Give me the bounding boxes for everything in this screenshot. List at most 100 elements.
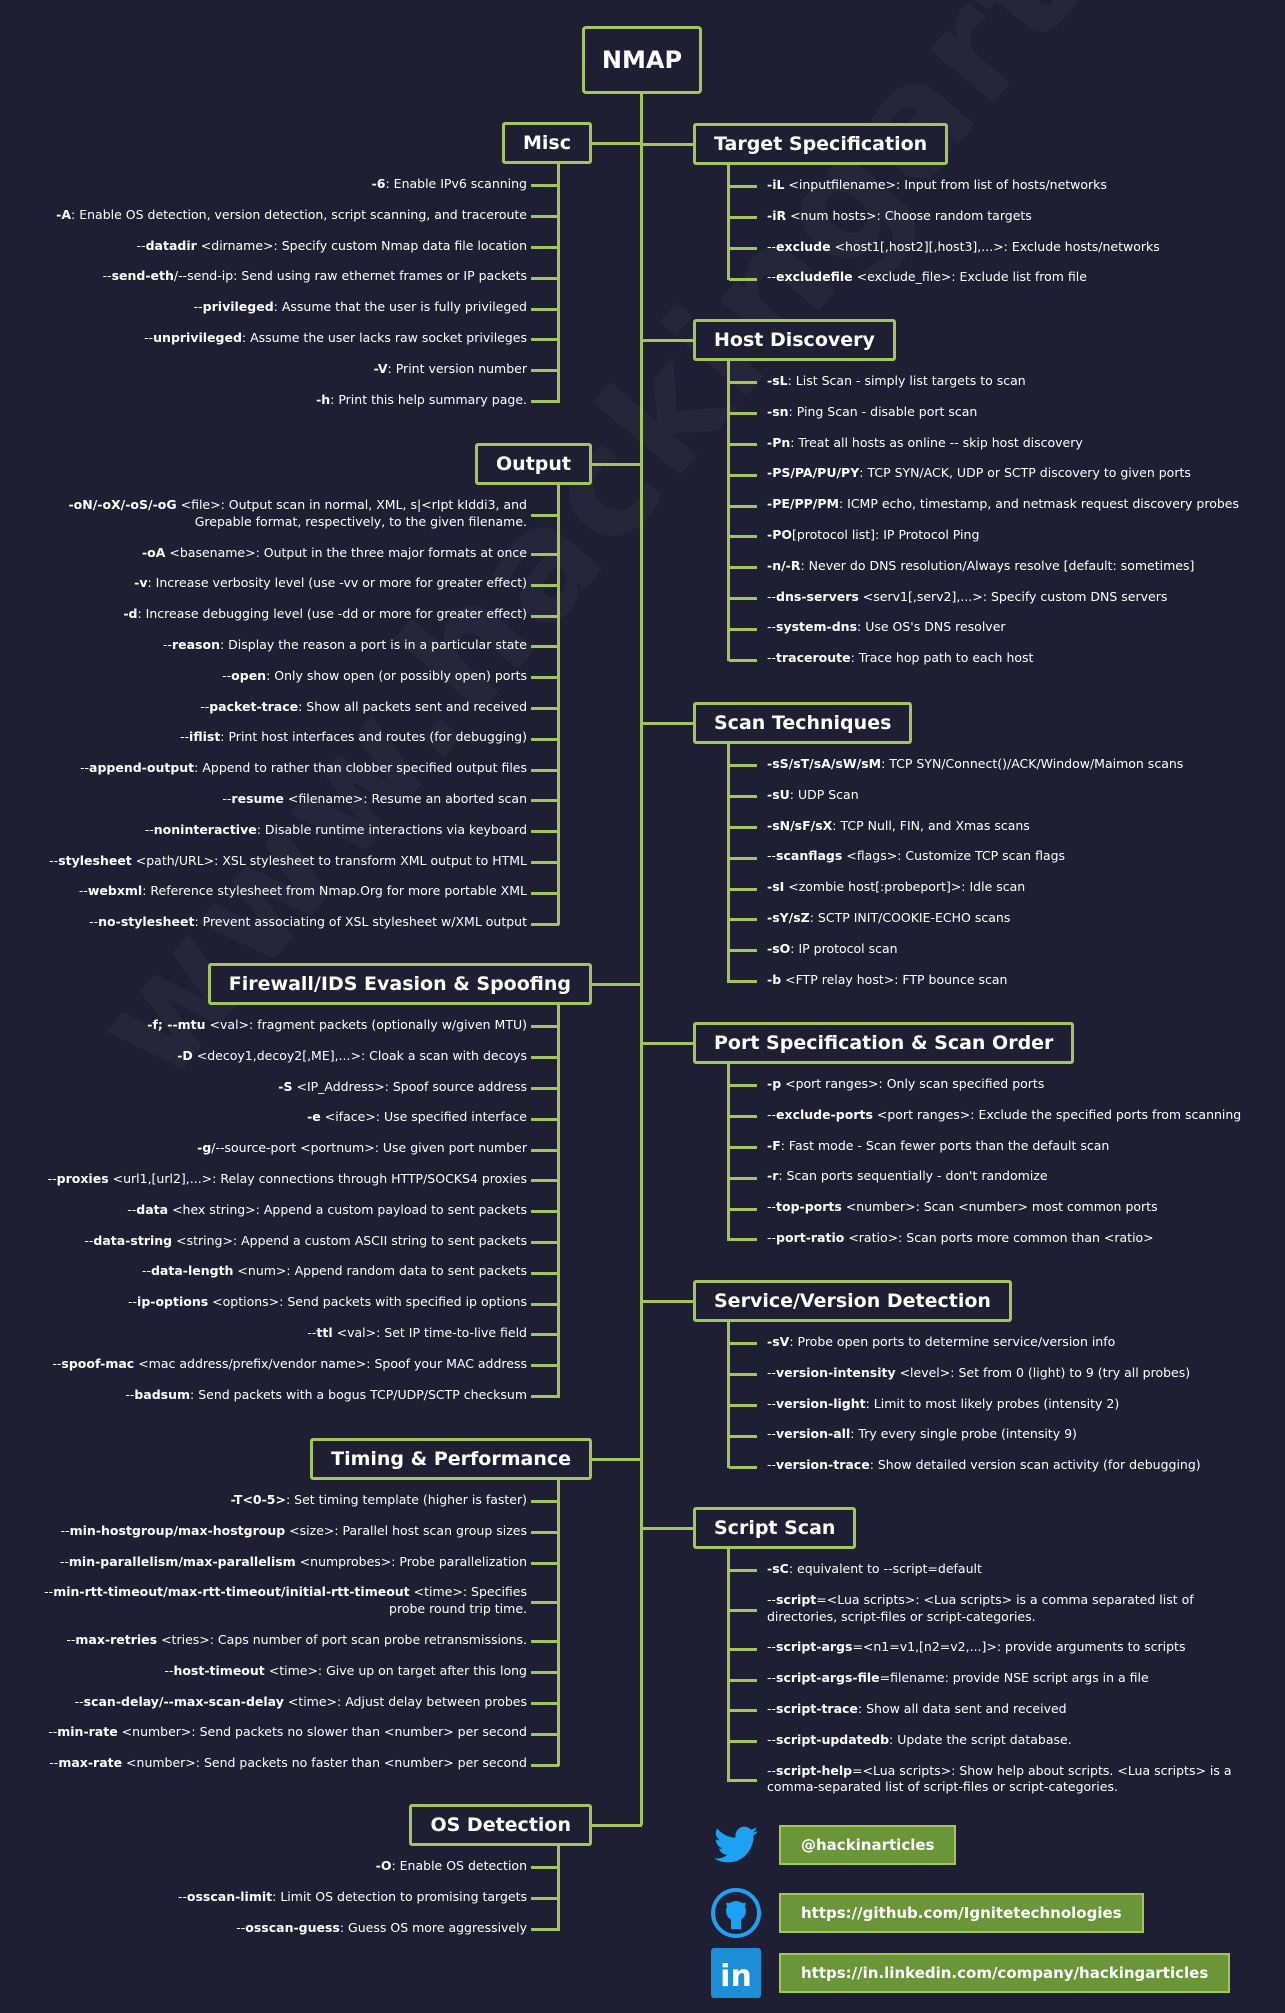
option-text: : Enable OS detection, version detection… [71, 206, 527, 222]
option-flag: stylesheet [58, 852, 132, 868]
social-link-github[interactable]: https://github.com/Ignitetechnologies [779, 1893, 1144, 1933]
section-line [727, 162, 730, 280]
option-item: -sL: List Scan - simply list targets to … [729, 366, 1247, 397]
option-text: : Send packets with a bogus TCP/UDP/SCTP… [190, 1386, 527, 1402]
option-flag: -sV [767, 1334, 790, 1349]
option-text: : Increase debugging level (use -dd or m… [137, 606, 527, 622]
option-flag: exclude [776, 238, 831, 254]
option-text: <size>: Parallel host scan group sizes [285, 1522, 527, 1538]
item-connector [729, 216, 757, 220]
option-flag: -sU [767, 786, 790, 802]
option-flag: -oA [141, 544, 166, 560]
option-text: -- [767, 1106, 777, 1122]
item-connector [531, 1179, 559, 1183]
option-flag: privileged [202, 299, 274, 315]
option-item: -r: Scan ports sequentially - don't rand… [729, 1161, 1247, 1192]
option-text: : Only show open (or possibly open) port… [266, 667, 527, 683]
option-flag: no-stylesheet [98, 914, 195, 930]
item-connector [531, 1271, 559, 1275]
branch-connector [642, 143, 693, 146]
option-flag: top-ports [776, 1199, 842, 1215]
option-item: --data <hex string>: Append a custom pay… [32, 1195, 559, 1226]
option-item: --max-retries <tries>: Caps number of po… [32, 1625, 559, 1656]
github-icon[interactable] [710, 1887, 762, 1939]
item-connector [729, 1740, 757, 1744]
option-item: -sU: UDP Scan [729, 780, 1247, 811]
twitter-icon[interactable] [710, 1819, 762, 1871]
option-flag: send-eth [111, 268, 174, 284]
linkedin-icon[interactable]: in [710, 1947, 762, 1999]
option-text: <val>: fragment packets (optionally w/gi… [205, 1017, 527, 1032]
option-item: -p <port ranges>: Only scan specified po… [729, 1069, 1247, 1100]
option-text: <level>: Set from 0 (light) to 9 (try al… [895, 1364, 1191, 1380]
option-item: -sn: Ping Scan - disable port scan [729, 397, 1247, 428]
item-connector [531, 1927, 559, 1931]
section-items-firewall-ids-evasion-spoofing: -f; --mtu <val>: fragment packets (optio… [32, 1010, 559, 1411]
item-connector [531, 1866, 559, 1870]
option-flag: version-light [776, 1395, 866, 1411]
option-item: --host-timeout <time>: Give up on target… [32, 1656, 559, 1687]
item-connector [729, 1569, 757, 1573]
option-item: --noninteractive: Disable runtime intera… [32, 815, 559, 846]
item-connector [729, 825, 757, 829]
option-item: -sS/sT/sA/sW/sM: TCP SYN/Connect()/ACK/W… [729, 749, 1247, 780]
social-link-twitter[interactable]: @hackinarticles [779, 1825, 957, 1865]
option-item: -sI <zombie host[:probeport]>: Idle scan [729, 872, 1247, 903]
item-connector [729, 1465, 757, 1469]
option-item: --stylesheet <path/URL>: XSL stylesheet … [32, 846, 559, 877]
option-text: /--send-ip: Send using raw ethernet fram… [173, 268, 527, 284]
branch-connector [592, 983, 642, 986]
item-connector [531, 184, 559, 188]
option-text: : Guess OS more aggressively [339, 1919, 527, 1935]
option-text: : Limit to most likely probes (intensity… [865, 1395, 1120, 1411]
option-item: -b <FTP relay host>: FTP bounce scan [729, 965, 1247, 996]
option-text: <number>: Scan <number> most common port… [841, 1199, 1158, 1215]
option-text: -- [767, 1364, 777, 1380]
option-flag: -6 [371, 176, 386, 191]
option-text: <time>: Give up on target after this lon… [264, 1662, 527, 1678]
option-text: : Print host interfaces and routes (for … [220, 729, 527, 745]
option-item: -F: Fast mode - Scan fewer ports than th… [729, 1131, 1247, 1162]
option-item: -V: Print version number [32, 354, 559, 385]
section-line [557, 1002, 560, 1398]
trunk-line [640, 92, 643, 1825]
option-item: -oA <basename>: Output in the three majo… [32, 538, 559, 569]
option-text: : TCP SYN/ACK, UDP or SCTP discovery to … [859, 465, 1191, 481]
option-text: <basename>: Output in the three major fo… [165, 544, 527, 560]
section-items-timing-performance: -T<0-5>: Set timing template (higher is … [32, 1485, 559, 1779]
option-flag: unprivileged [153, 329, 242, 345]
option-text: : Display the reason a port is in a part… [220, 636, 527, 652]
option-text: : Append to rather than clobber specifie… [194, 760, 527, 776]
social-link-linkedin[interactable]: https://in.linkedin.com/company/hackinga… [779, 1953, 1231, 1993]
item-connector [531, 1531, 559, 1535]
option-flag: script [776, 1591, 817, 1607]
section-line [727, 1061, 730, 1241]
option-flag: -v [134, 575, 148, 591]
option-flag: -sN/sF/sX [767, 817, 833, 833]
option-text: <IP_Address>: Spoof source address [292, 1078, 527, 1094]
option-flag: min-rate [57, 1724, 118, 1740]
option-item: -sC: equivalent to --script=default [729, 1554, 1247, 1585]
option-item: -PS/PA/PU/PY: TCP SYN/ACK, UDP or SCTP d… [729, 458, 1247, 489]
option-flag: min-rtt-timeout/max-rtt-timeout/initial-… [53, 1584, 410, 1600]
option-text: =<n1=v1,[n2=v2,...]>: provide arguments … [852, 1639, 1186, 1655]
item-connector [729, 504, 757, 508]
option-text: -- [44, 1584, 54, 1600]
option-text: : Reference stylesheet from Nmap.Org for… [142, 883, 527, 899]
option-text: -- [89, 914, 99, 930]
item-connector [729, 1373, 757, 1377]
section-header-target-specification: Target Specification [693, 123, 949, 165]
option-flag: min-hostgroup/max-hostgroup [69, 1522, 286, 1538]
item-connector [729, 658, 757, 662]
option-flag: script-help [776, 1762, 853, 1778]
option-text: -- [767, 1762, 777, 1778]
option-text: -- [767, 650, 777, 666]
option-text: -- [767, 1457, 777, 1473]
option-item: --script-trace: Show all data sent and r… [729, 1694, 1247, 1725]
option-item: --badsum: Send packets with a bogus TCP/… [32, 1380, 559, 1411]
option-text: -- [767, 848, 777, 864]
option-text: : Fast mode - Scan fewer ports than the … [780, 1137, 1110, 1153]
option-item: -f; --mtu <val>: fragment packets (optio… [32, 1010, 559, 1041]
option-text: : Treat all hosts as online -- skip host… [790, 434, 1083, 450]
section-line [557, 482, 560, 925]
